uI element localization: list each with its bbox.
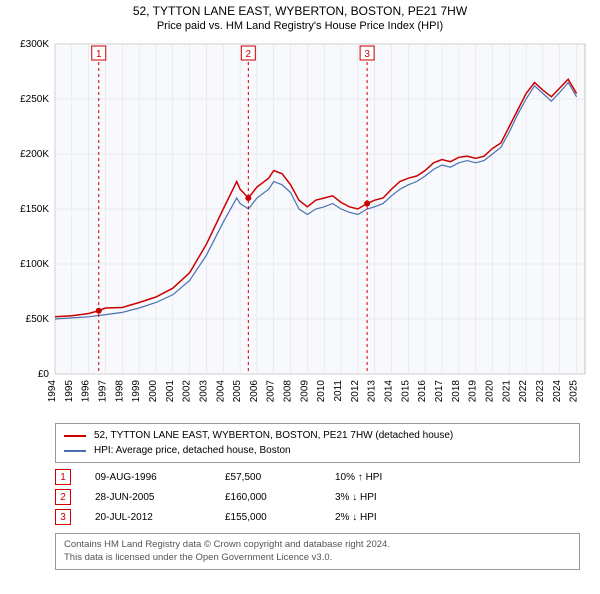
svg-text:2000: 2000 — [148, 380, 159, 403]
svg-text:3: 3 — [364, 49, 370, 60]
svg-text:2002: 2002 — [182, 380, 193, 403]
svg-text:1997: 1997 — [97, 380, 108, 403]
svg-text:2001: 2001 — [165, 380, 176, 403]
svg-text:1994: 1994 — [47, 380, 58, 403]
svg-text:1999: 1999 — [131, 380, 142, 403]
sale-marker-icon: 2 — [55, 489, 71, 505]
sale-price: £155,000 — [225, 512, 335, 523]
svg-text:2009: 2009 — [299, 380, 310, 403]
svg-text:2015: 2015 — [400, 380, 411, 403]
price-chart: £0 £50K £100K £150K £200K £250K £300K 1994 1995 1… — [0, 32, 600, 417]
svg-text:2012: 2012 — [350, 380, 361, 403]
svg-text:2023: 2023 — [535, 380, 546, 403]
svg-text:2008: 2008 — [283, 380, 294, 403]
svg-text:2022: 2022 — [518, 380, 529, 403]
sale-marker-icon: 1 — [55, 469, 71, 485]
svg-text:2: 2 — [246, 49, 252, 60]
svg-text:£200K: £200K — [20, 149, 49, 160]
svg-text:2006: 2006 — [249, 380, 260, 403]
svg-text:2017: 2017 — [434, 380, 445, 403]
sale-hpi: 10% ↑ HPI — [335, 472, 455, 483]
svg-text:2003: 2003 — [198, 380, 209, 403]
svg-text:£0: £0 — [38, 369, 50, 380]
sale-marker-icon: 3 — [55, 509, 71, 525]
legend: 52, TYTTON LANE EAST, WYBERTON, BOSTON, … — [55, 423, 580, 463]
svg-text:2025: 2025 — [569, 380, 580, 403]
sale-row: 2 28-JUN-2005 £160,000 3% ↓ HPI — [55, 487, 580, 507]
svg-text:1: 1 — [96, 49, 102, 60]
sale-price: £160,000 — [225, 492, 335, 503]
svg-text:£150K: £150K — [20, 204, 49, 215]
sale-hpi: 2% ↓ HPI — [335, 512, 455, 523]
svg-text:2005: 2005 — [232, 380, 243, 403]
copyright-line: Contains HM Land Registry data © Crown c… — [64, 538, 571, 551]
svg-text:2004: 2004 — [215, 380, 226, 403]
svg-text:2014: 2014 — [384, 380, 395, 403]
svg-text:2024: 2024 — [552, 380, 563, 403]
copyright-line: This data is licensed under the Open Gov… — [64, 551, 571, 564]
svg-text:2018: 2018 — [451, 380, 462, 403]
legend-label: 52, TYTTON LANE EAST, WYBERTON, BOSTON, … — [94, 428, 453, 443]
svg-text:2013: 2013 — [367, 380, 378, 403]
svg-text:£50K: £50K — [26, 314, 50, 325]
svg-text:£250K: £250K — [20, 94, 49, 105]
sale-date: 28-JUN-2005 — [95, 492, 225, 503]
page-subtitle: Price paid vs. HM Land Registry's House … — [0, 20, 600, 32]
sale-row: 1 09-AUG-1996 £57,500 10% ↑ HPI — [55, 467, 580, 487]
legend-label: HPI: Average price, detached house, Bost… — [94, 443, 291, 458]
svg-text:2019: 2019 — [468, 380, 479, 403]
svg-text:2007: 2007 — [266, 380, 277, 403]
sale-row: 3 20-JUL-2012 £155,000 2% ↓ HPI — [55, 507, 580, 527]
svg-text:2010: 2010 — [316, 380, 327, 403]
svg-text:£300K: £300K — [20, 39, 49, 50]
sale-date: 09-AUG-1996 — [95, 472, 225, 483]
sale-hpi: 3% ↓ HPI — [335, 492, 455, 503]
svg-text:2021: 2021 — [501, 380, 512, 403]
sale-date: 20-JUL-2012 — [95, 512, 225, 523]
svg-text:2011: 2011 — [333, 380, 344, 402]
svg-text:2020: 2020 — [484, 380, 495, 403]
sales-table: 1 09-AUG-1996 £57,500 10% ↑ HPI 2 28-JUN… — [55, 467, 580, 527]
svg-text:2016: 2016 — [417, 380, 428, 403]
legend-item: HPI: Average price, detached house, Bost… — [64, 443, 571, 458]
svg-text:1995: 1995 — [64, 380, 75, 403]
page-title: 52, TYTTON LANE EAST, WYBERTON, BOSTON, … — [0, 4, 600, 18]
svg-text:£100K: £100K — [20, 259, 49, 270]
legend-item: 52, TYTTON LANE EAST, WYBERTON, BOSTON, … — [64, 428, 571, 443]
sale-price: £57,500 — [225, 472, 335, 483]
svg-text:1998: 1998 — [114, 380, 125, 403]
copyright-notice: Contains HM Land Registry data © Crown c… — [55, 533, 580, 570]
svg-text:1996: 1996 — [81, 380, 92, 403]
